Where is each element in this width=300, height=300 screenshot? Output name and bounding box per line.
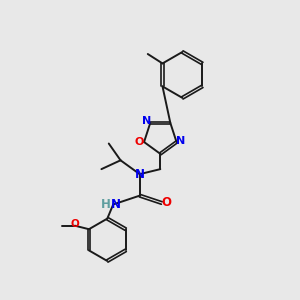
Text: O: O — [161, 196, 171, 209]
Text: H: H — [101, 198, 111, 211]
Text: O: O — [135, 137, 144, 147]
Text: N: N — [176, 136, 185, 146]
Text: N: N — [142, 116, 151, 126]
Text: O: O — [70, 219, 79, 229]
Text: N: N — [135, 168, 145, 181]
Text: N: N — [110, 198, 121, 211]
